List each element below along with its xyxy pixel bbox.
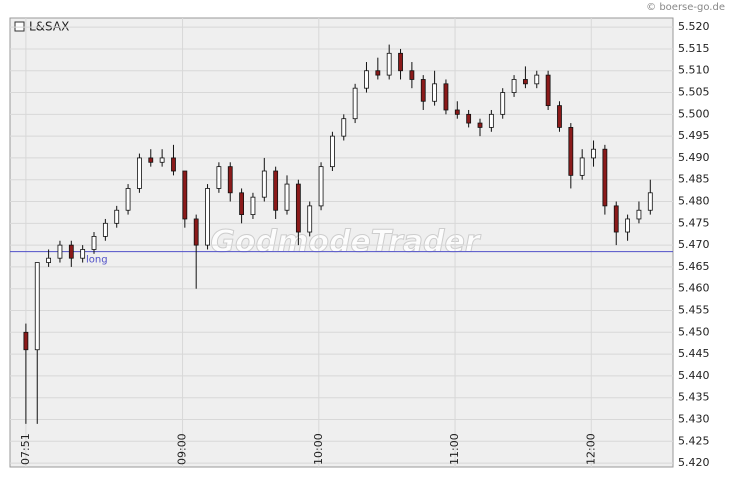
candle-body [250, 196, 256, 216]
candle-body [488, 113, 494, 128]
x-tick-label: 10:00 [312, 433, 325, 465]
y-tick-label: 5.485 [678, 173, 710, 186]
candle-body [523, 79, 528, 85]
y-tick-label: 5.495 [678, 129, 710, 142]
candle-body [386, 52, 392, 76]
x-tick-label: 09:00 [176, 433, 189, 465]
x-tick-label: 11:00 [448, 433, 461, 465]
y-tick-label: 5.455 [678, 304, 710, 317]
candle-body [239, 192, 244, 216]
candle-body [375, 70, 381, 76]
candle-body [102, 222, 108, 237]
y-tick-label: 5.430 [678, 412, 710, 425]
candle-body [398, 52, 403, 72]
candle-body [137, 157, 142, 189]
candle-body [159, 157, 165, 163]
candle-body [205, 188, 210, 246]
candle-body [477, 122, 483, 128]
candle-body [148, 157, 154, 163]
candle-body [443, 83, 449, 111]
candle-body [125, 188, 131, 211]
candle-body [534, 74, 540, 85]
legend-swatch [14, 21, 25, 32]
y-tick-label: 5.480 [678, 195, 710, 208]
y-tick-label: 5.475 [678, 216, 710, 229]
reference-label: long [86, 255, 108, 266]
y-tick-label: 5.460 [678, 282, 710, 295]
candle-body [68, 244, 74, 259]
candle-body [500, 92, 506, 115]
candle-body [330, 135, 335, 168]
candle-body [284, 183, 290, 211]
y-tick-label: 5.425 [678, 434, 710, 447]
candle-body [454, 109, 460, 115]
candle-body [182, 170, 188, 220]
candle-body [295, 183, 301, 233]
candle-body [34, 262, 40, 351]
candle-body [432, 83, 437, 102]
candle-body [341, 118, 347, 137]
candle-body [636, 209, 642, 220]
y-tick-label: 5.440 [678, 369, 710, 382]
x-tick-label: 12:00 [584, 433, 597, 465]
candle-body [568, 127, 574, 176]
candle-body [511, 79, 517, 93]
candle-body [23, 331, 29, 351]
candle-body [352, 87, 358, 120]
candle-body [46, 257, 51, 263]
candle-body [364, 70, 369, 89]
candle-body [307, 205, 313, 233]
candle-body [613, 205, 619, 233]
candle-body [625, 218, 630, 233]
y-tick-label: 5.515 [678, 42, 710, 55]
y-tick-label: 5.420 [678, 456, 710, 469]
y-tick-label: 5.500 [678, 107, 710, 120]
y-tick-label: 5.505 [678, 86, 710, 99]
y-tick-label: 5.470 [678, 238, 710, 251]
candle-body [261, 170, 267, 198]
candle-body [171, 157, 176, 172]
candle-body [557, 105, 562, 128]
candle-body [193, 218, 199, 246]
candle-body [647, 192, 653, 211]
candle-body [91, 235, 97, 250]
source: © boerse-go.de [646, 2, 725, 13]
y-tick-label: 5.450 [678, 325, 710, 338]
candle-body [114, 209, 120, 224]
y-tick-label: 5.445 [678, 347, 710, 360]
y-tick-label: 5.510 [678, 64, 710, 77]
watermark: GodmodeTrader [210, 225, 481, 260]
y-tick-label: 5.435 [678, 391, 710, 404]
y-tick-label: 5.490 [678, 151, 710, 164]
candle-body [227, 166, 233, 194]
candle-body [409, 70, 415, 80]
candle-body [420, 79, 426, 102]
candle-body [80, 249, 86, 259]
y-tick-label: 5.465 [678, 260, 710, 273]
candle-body [273, 170, 279, 211]
candle-body [466, 113, 472, 124]
candle-body [579, 157, 585, 176]
candle-body [591, 148, 596, 159]
candle-body [545, 74, 551, 107]
candle-body [602, 148, 608, 207]
x-tick-label: 07:51 [19, 433, 32, 465]
legend-label: L&SAX [29, 20, 69, 34]
y-tick-label: 5.520 [678, 20, 710, 33]
candle-body [216, 166, 222, 189]
candle-body [57, 244, 63, 259]
candle-body [318, 166, 324, 207]
